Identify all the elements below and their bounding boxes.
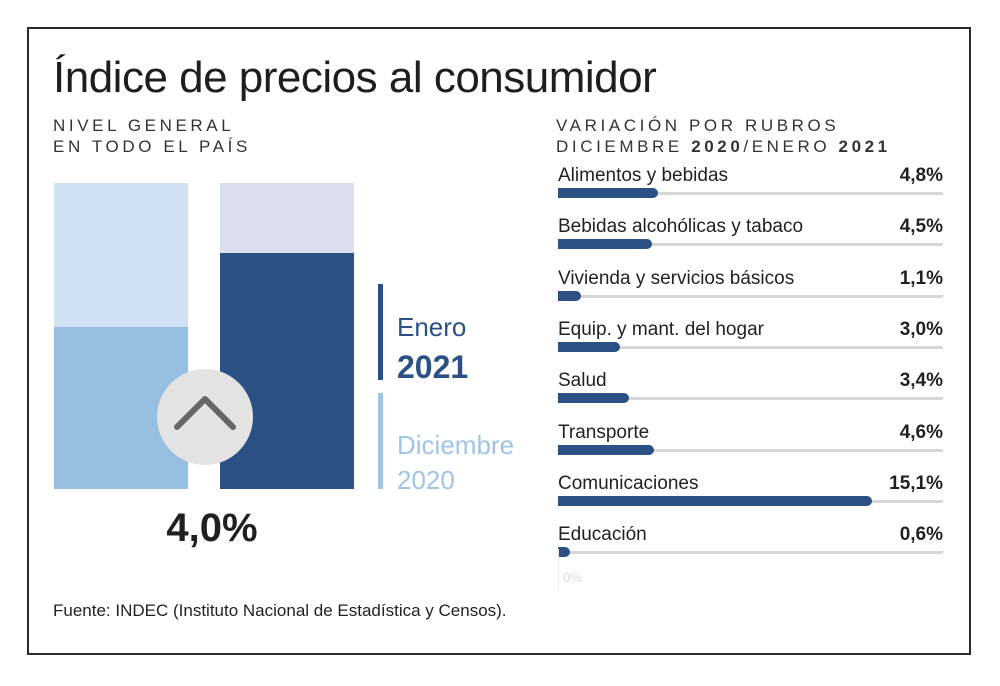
rubro-track <box>558 295 943 298</box>
rubro-label: Educación <box>558 524 647 545</box>
rubro-track <box>558 551 943 554</box>
rubro-bar <box>558 239 652 249</box>
rubro-row: Vivienda y servicios básicos 1,1% <box>558 268 943 318</box>
legend-enero-year: 2021 <box>397 349 469 385</box>
rubro-row: Educación 0,6% <box>558 524 943 574</box>
left-subtitle-line2: EN TODO EL PAÍS <box>53 137 251 156</box>
rubro-track <box>558 346 943 349</box>
infographic-title: Índice de precios al consumidor <box>53 53 657 102</box>
rubro-value: 15,1% <box>889 473 943 494</box>
rubro-row: Equip. y mant. del hogar 3,0% <box>558 319 943 369</box>
general-level-value: 4,0% <box>166 506 258 550</box>
infographic-frame: Índice de precios al consumidor NIVEL GE… <box>27 27 971 655</box>
rubro-bar <box>558 291 581 301</box>
rubro-label: Transporte <box>558 422 650 443</box>
rubro-track <box>558 397 943 400</box>
rubro-bar <box>558 342 620 352</box>
rubro-value: 4,8% <box>899 165 943 186</box>
right-subtitle-line1: VARIACIÓN POR RUBROS <box>556 116 840 135</box>
rubro-row: Alimentos y bebidas 4,8% <box>558 165 943 215</box>
rubro-label: Bebidas alcohólicas y tabaco <box>558 216 804 237</box>
right-subtitle-month1: DICIEMBRE <box>556 137 692 156</box>
legend-diciembre-label: Diciembre <box>397 430 515 460</box>
right-subtitle-line2: DICIEMBRE 2020/ENERO 2021 <box>556 136 891 157</box>
legend-diciembre-year: 2020 <box>397 465 455 495</box>
chart-zero-axis <box>558 549 559 589</box>
rubro-value: 4,6% <box>899 422 943 443</box>
legend-marker-enero <box>378 284 383 380</box>
rubro-label: Alimentos y bebidas <box>558 165 729 186</box>
rubro-bar <box>558 188 658 198</box>
legend-marker-diciembre <box>378 393 383 489</box>
legend-enero-label: Enero <box>397 312 467 342</box>
left-subtitle-line1: NIVEL GENERAL <box>53 116 235 135</box>
rubro-track <box>558 243 943 246</box>
rubro-row: Salud 3,4% <box>558 370 943 420</box>
right-subtitle: VARIACIÓN POR RUBROS DICIEMBRE 2020/ENER… <box>556 115 891 157</box>
right-subtitle-year2: 2021 <box>838 137 891 156</box>
rubro-bar <box>558 393 629 403</box>
rubro-value: 4,5% <box>899 216 943 237</box>
rubro-label: Equip. y mant. del hogar <box>558 319 764 340</box>
rubro-row: Bebidas alcohólicas y tabaco 4,5% <box>558 216 943 266</box>
right-subtitle-month2: /ENERO <box>743 137 839 156</box>
rubro-track <box>558 449 943 452</box>
rubro-track <box>558 192 943 195</box>
left-subtitle: NIVEL GENERAL EN TODO EL PAÍS <box>53 115 251 157</box>
right-subtitle-year1: 2020 <box>691 137 744 156</box>
chart-zero-label: 0% <box>563 570 582 585</box>
rubro-label: Vivienda y servicios básicos <box>558 268 795 289</box>
chevron-up-icon <box>174 396 236 430</box>
increase-badge <box>157 369 253 465</box>
rubro-value: 0,6% <box>899 524 943 545</box>
rubro-value: 3,0% <box>899 319 943 340</box>
rubro-row: Comunicaciones 15,1% <box>558 473 943 523</box>
rubro-value: 1,1% <box>899 268 943 289</box>
rubro-bar <box>558 547 570 557</box>
column-fill-enero-2021 <box>220 253 354 489</box>
rubro-label: Comunicaciones <box>558 473 699 494</box>
source-note: Fuente: INDEC (Instituto Nacional de Est… <box>53 601 507 620</box>
rubro-value: 3,4% <box>899 370 943 391</box>
rubro-bar <box>558 496 872 506</box>
rubro-label: Salud <box>558 370 607 391</box>
rubro-bar <box>558 445 654 455</box>
rubro-row: Transporte 4,6% <box>558 422 943 472</box>
